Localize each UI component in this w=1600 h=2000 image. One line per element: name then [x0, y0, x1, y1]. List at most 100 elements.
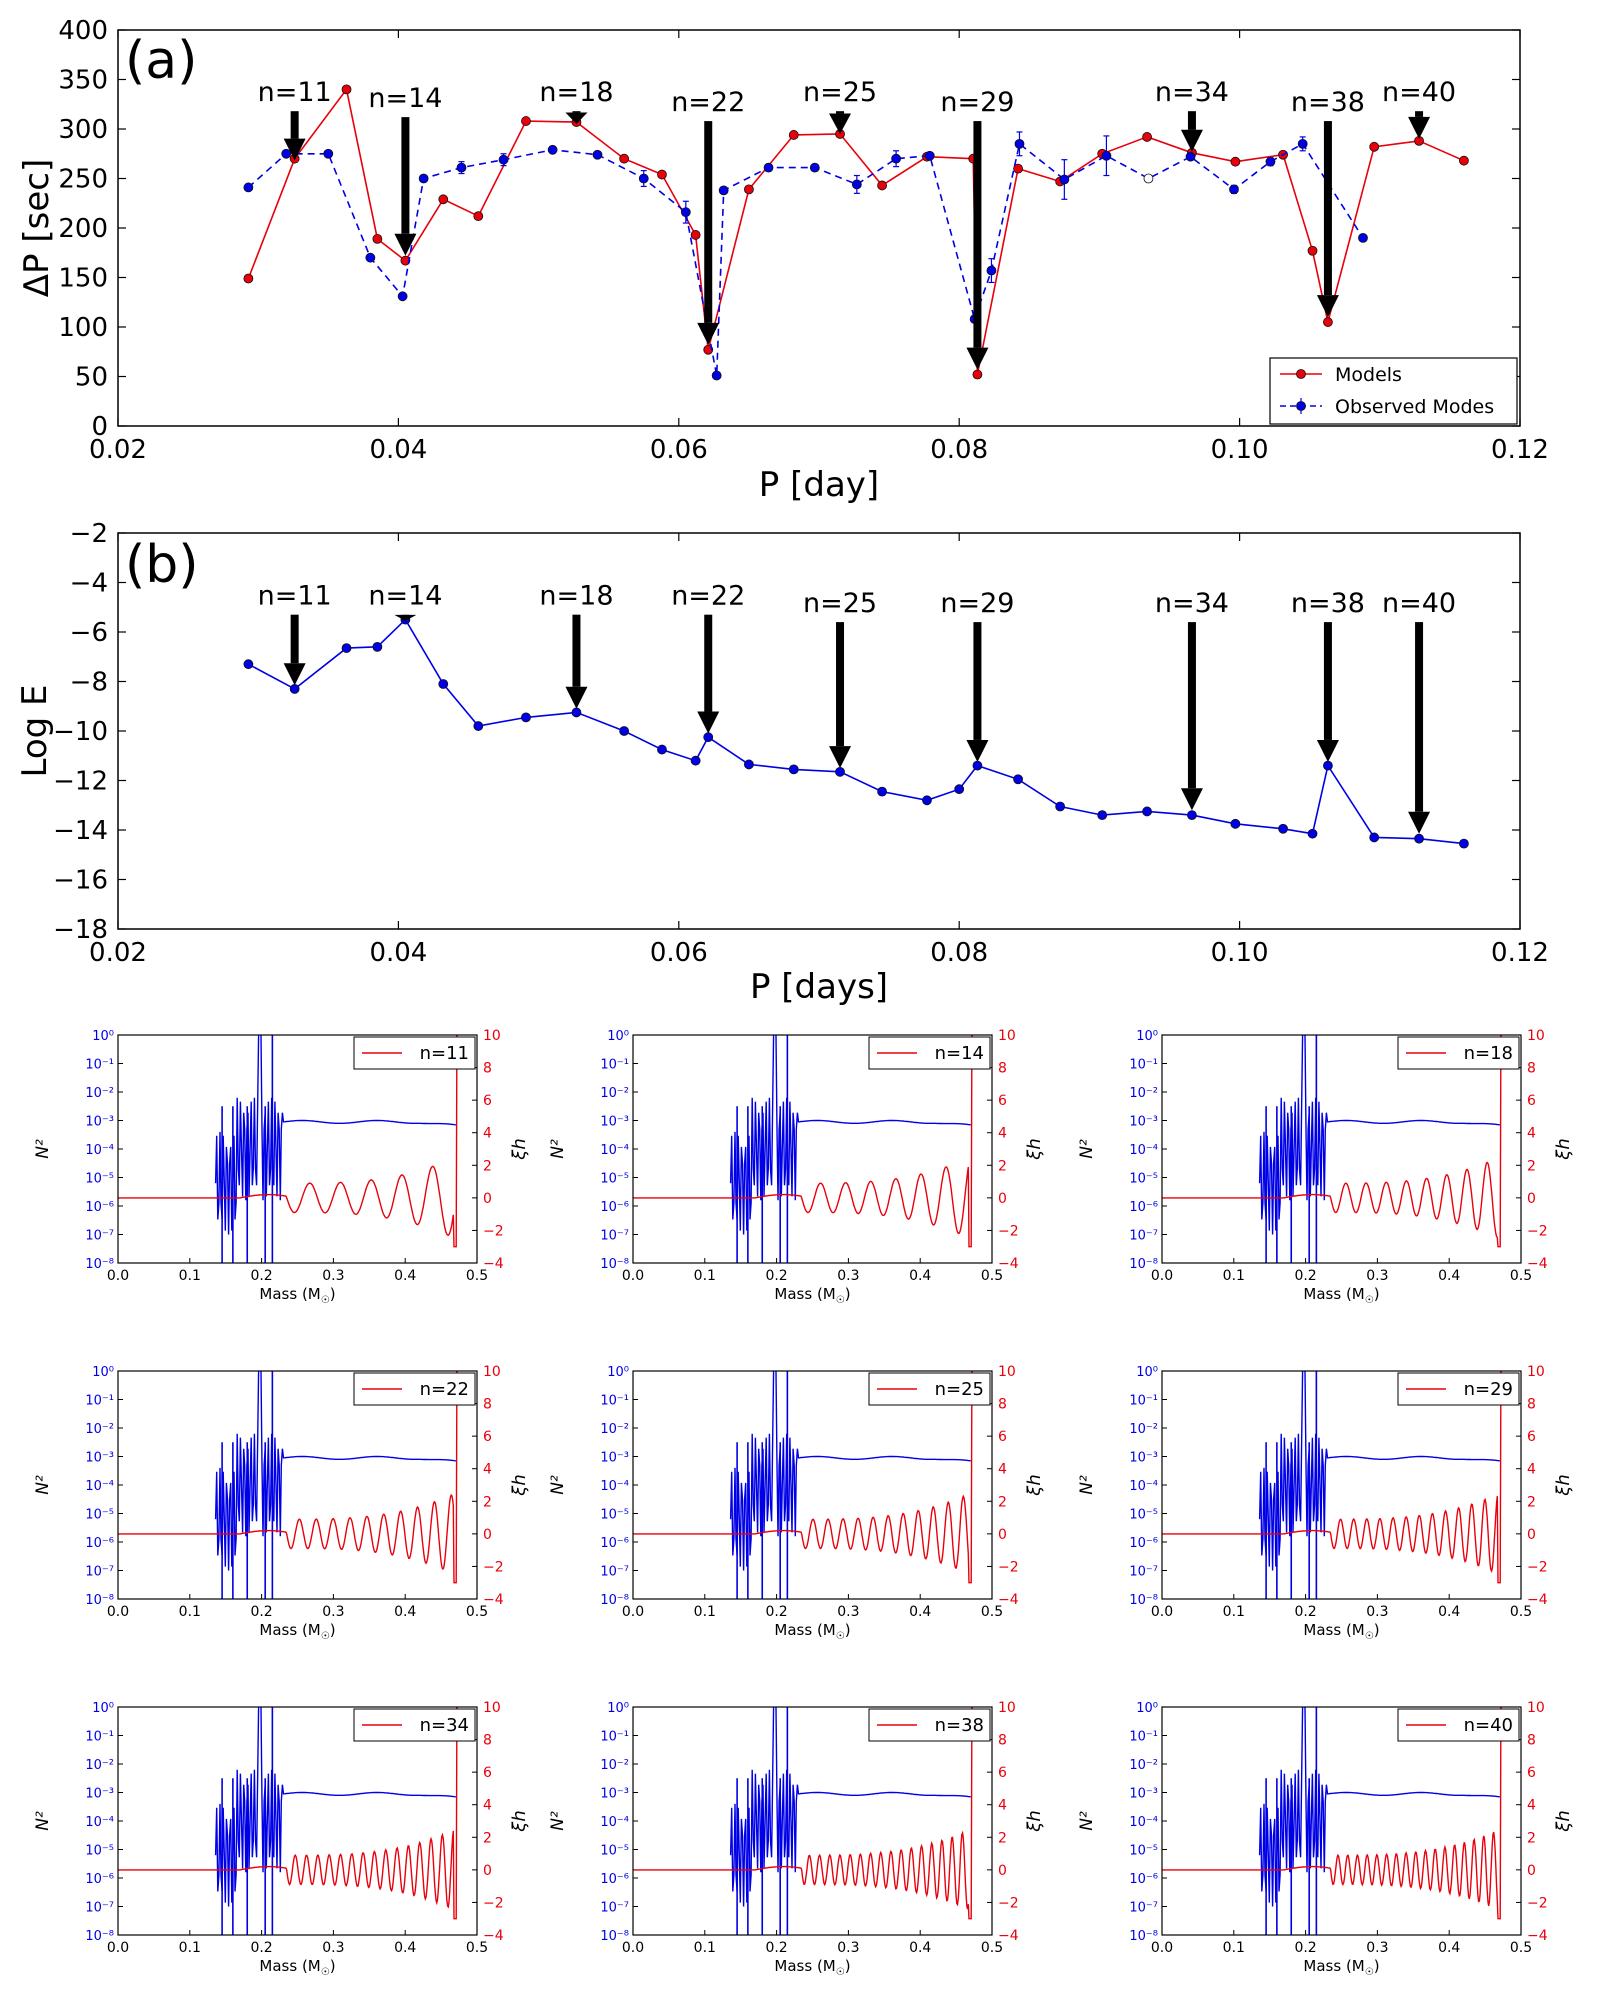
y-tick-label-left: 10⁰	[92, 1365, 114, 1380]
data-point	[498, 154, 509, 165]
n2-axis-label: N²	[33, 1139, 53, 1159]
y-tick-label-left: 10⁻⁸	[600, 1593, 629, 1608]
y-tick-label-right: −4	[998, 1928, 1019, 1944]
x-tick-label: 0.02	[89, 435, 147, 465]
x-tick-label: 0.1	[1223, 1940, 1245, 1956]
y-tick-label-left: 10⁻³	[1129, 1451, 1158, 1466]
arrow-head	[1316, 739, 1339, 762]
y-tick-label-left: 10⁻²	[600, 1758, 629, 1773]
y-tick-label-right: 8	[998, 1061, 1007, 1077]
data-point	[1414, 833, 1424, 844]
mode-panel-legend: n=29	[1397, 1372, 1520, 1406]
y-tick-label-left: 10⁰	[1136, 1029, 1158, 1044]
xi-axis-label: ξh	[509, 1138, 530, 1160]
data-point	[418, 173, 429, 184]
y-tick-label-right: 2	[483, 1830, 492, 1846]
x-tick-label: 0.0	[622, 1940, 644, 1956]
y-tick-label-left: 10⁻⁶	[1129, 1200, 1158, 1215]
y-tick-label-left: 10⁻³	[600, 1787, 629, 1802]
y-tick-label-left: 10⁻²	[85, 1758, 114, 1773]
y-tick-label-right: 4	[1527, 1462, 1536, 1478]
n2-profile-line	[1258, 1371, 1500, 1571]
x-tick-label: 0.5	[981, 1940, 1003, 1956]
y-tick-label-right: −2	[1527, 1895, 1548, 1911]
y-tick-label-right: 6	[998, 1093, 1007, 1109]
x-tick-label: 0.0	[622, 1268, 644, 1284]
y-tick-label-left: 10⁻⁵	[1129, 1508, 1158, 1523]
x-tick-label: 0.3	[322, 1268, 344, 1284]
data-point	[1323, 317, 1333, 327]
y-tick-label-left: 10⁻²	[600, 1422, 629, 1437]
mass-axis-label: Mass (M☉)	[774, 1957, 850, 1978]
y-tick-label-right: −4	[998, 1592, 1019, 1608]
mode-label: n=11	[258, 77, 332, 108]
n2-axis-label: N²	[33, 1811, 53, 1831]
data-point	[243, 659, 254, 670]
y-tick-label-right: −2	[483, 1895, 504, 1911]
sun-symbol: ☉	[836, 1631, 845, 1642]
y-tick-label-left: 10⁻⁵	[85, 1508, 114, 1523]
xi-axis-label: ξh	[1024, 1138, 1045, 1160]
data-point	[1369, 832, 1380, 843]
data-point	[619, 726, 630, 736]
x-tick-label: 0.4	[394, 1604, 416, 1620]
data-point	[400, 255, 411, 266]
xi-axis-label: ξh	[1553, 1810, 1574, 1832]
data-point	[954, 784, 965, 795]
y-tick-label-left: 10⁻⁵	[600, 1508, 629, 1523]
y-tick-label-left: 10⁻⁵	[600, 1844, 629, 1859]
mass-axis-label: Mass (M☉)	[259, 1957, 335, 1978]
data-point	[891, 153, 902, 164]
mode-label: n=14	[368, 581, 442, 612]
legend-label: n=25	[935, 1379, 984, 1400]
y-tick-label-right: 6	[1527, 1765, 1536, 1781]
y-tick-label-right: 4	[1527, 1126, 1536, 1142]
x-tick-label: 0.3	[1366, 1604, 1388, 1620]
y-tick-label-right: 6	[483, 1093, 492, 1109]
y-tick-label-right: 10	[998, 1364, 1016, 1380]
y-tick-label-left: 10⁰	[607, 1701, 629, 1716]
mode-panel-legend: n=18	[1397, 1036, 1520, 1070]
y-tick-label: 400	[58, 16, 108, 46]
data-point	[1265, 156, 1276, 167]
sun-symbol: ☉	[1365, 1631, 1374, 1642]
y-tick-label-left: 10⁻⁴	[1129, 1479, 1158, 1494]
y-tick-label-left: 10⁻¹	[600, 1058, 629, 1073]
y-tick-label-right: 4	[483, 1798, 492, 1814]
sun-symbol: ☉	[836, 1295, 845, 1306]
n2-profile-line	[1258, 1707, 1500, 1907]
mass-axis-close: )	[330, 1621, 336, 1639]
y-tick-label: 250	[58, 165, 108, 195]
y-tick-label-left: 10⁻³	[85, 1787, 114, 1802]
panel-a-legend: Models Observed Modes	[1269, 357, 1518, 425]
y-tick-label-left: 10⁻²	[85, 1422, 114, 1437]
y-tick-label-right: 4	[483, 1126, 492, 1142]
y-tick-label-left: 10⁻⁴	[85, 1143, 114, 1158]
y-tick-label-right: −4	[483, 1592, 504, 1608]
arrow-shaft	[973, 121, 982, 348]
data-point	[657, 169, 667, 180]
y-tick-label-left: 10⁰	[92, 1701, 114, 1716]
x-tick-label: 0.2	[1294, 1940, 1316, 1956]
data-point	[1101, 150, 1112, 161]
y-tick-label-left: 10⁻⁶	[1129, 1536, 1158, 1551]
x-tick-label: 0.5	[981, 1604, 1003, 1620]
data-point	[680, 207, 691, 218]
y-tick-label-right: −2	[1527, 1223, 1548, 1239]
mode-profile-grid: 0.0 0.1 0.2 0.3 0.4 0.5 10⁻⁸ 10⁻⁷ 10⁻⁶ 10⁻⁵ 10⁻⁴ 10…	[33, 1028, 1574, 1978]
sun-symbol: ☉	[836, 1967, 845, 1978]
y-tick-label-right: 2	[483, 1494, 492, 1510]
y-tick-label-right: −2	[998, 1559, 1019, 1575]
x-tick-label: 0.04	[369, 938, 427, 968]
mode-label: n=29	[940, 87, 1014, 118]
arrow-shaft	[1187, 111, 1196, 130]
data-point	[763, 162, 774, 173]
data-point	[718, 185, 729, 196]
y-tick-label: 0	[91, 412, 108, 442]
data-point	[397, 291, 408, 302]
panel-b-ylabel: Log E	[15, 684, 55, 777]
y-tick-label-right: 0	[998, 1191, 1007, 1207]
y-tick-label-left: 10⁰	[607, 1365, 629, 1380]
mass-axis-label: Mass (M☉)	[1303, 1621, 1379, 1642]
plot-area	[118, 1371, 459, 1599]
